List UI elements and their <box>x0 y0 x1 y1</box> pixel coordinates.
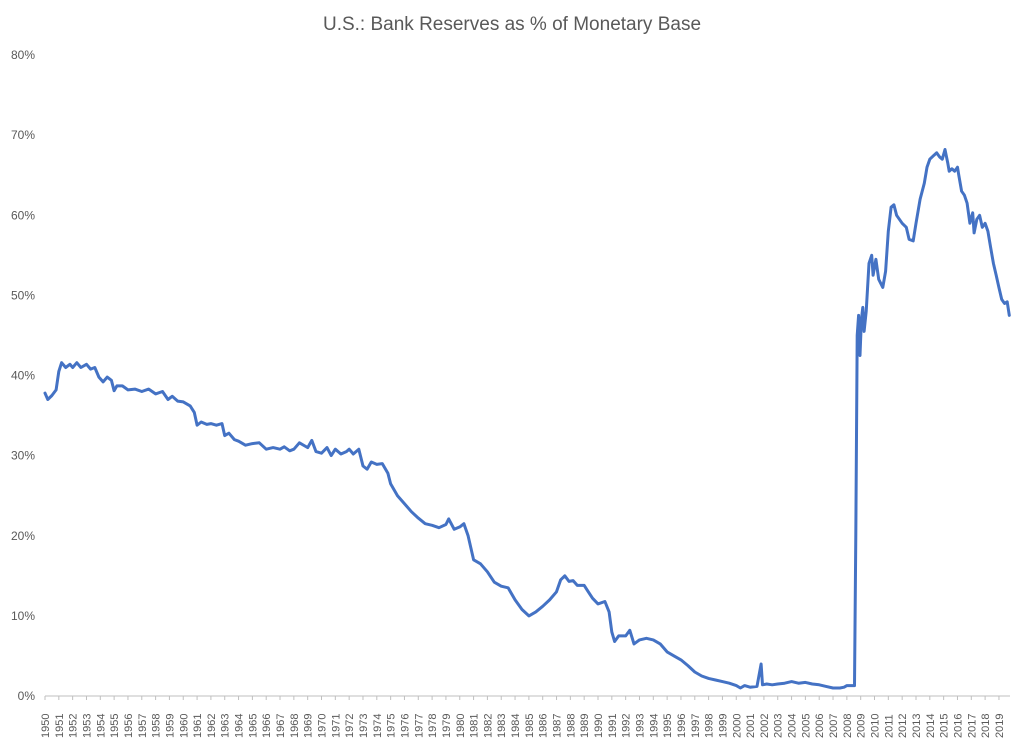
x-tick-label: 1956 <box>123 714 135 738</box>
x-tick-label: 2008 <box>842 714 854 738</box>
x-tick-label: 1961 <box>192 714 204 738</box>
x-tick-label: 1982 <box>482 714 494 738</box>
x-tick-label: 1959 <box>164 714 176 738</box>
x-tick-label: 2013 <box>911 714 923 738</box>
x-tick-label: 1995 <box>662 714 674 738</box>
x-tick-label: 1958 <box>151 714 163 738</box>
x-tick-label: 1989 <box>579 714 591 738</box>
y-tick-label: 30% <box>11 449 35 463</box>
x-tick-label: 1969 <box>303 714 315 738</box>
x-tick-label: 1985 <box>524 714 536 738</box>
x-tick-label: 1978 <box>427 714 439 738</box>
x-tick-label: 1983 <box>496 714 508 738</box>
x-tick-label: 1968 <box>289 714 301 738</box>
x-tick-label: 1957 <box>137 714 149 738</box>
x-tick-label: 2001 <box>745 714 757 738</box>
x-tick-label: 2005 <box>800 714 812 738</box>
x-tick-label: 1965 <box>247 714 259 738</box>
x-tick-label: 1975 <box>386 714 398 738</box>
y-tick-label: 0% <box>18 689 36 703</box>
x-tick-label: 1981 <box>469 714 481 738</box>
x-tick-label: 2006 <box>814 714 826 738</box>
x-tick-label: 2004 <box>787 714 799 738</box>
x-tick-label: 1972 <box>344 714 356 738</box>
x-tick-label: 1994 <box>648 714 660 738</box>
x-tick-label: 1974 <box>372 714 384 738</box>
x-tick-label: 1992 <box>621 714 633 738</box>
x-tick-label: 1971 <box>330 714 342 738</box>
y-tick-label: 60% <box>11 208 35 222</box>
x-tick-label: 1998 <box>704 714 716 738</box>
x-tick-label: 2011 <box>883 714 895 738</box>
x-tick-label: 1997 <box>690 714 702 738</box>
x-tick-label: 2015 <box>939 714 951 738</box>
x-tick-label: 2018 <box>980 714 992 738</box>
x-tick-label: 1954 <box>95 714 107 738</box>
x-tick-label: 1993 <box>634 714 646 738</box>
x-tick-label: 2019 <box>994 714 1006 738</box>
y-axis-ticks: 0% 10% 20% 30% 40% 50% 60% 70% 80% <box>11 48 35 703</box>
x-tick-label: 1984 <box>510 714 522 738</box>
y-tick-label: 80% <box>11 48 35 62</box>
x-tick-label: 2000 <box>731 714 743 738</box>
x-tick-label: 1991 <box>607 714 619 738</box>
x-tick-label: 2007 <box>828 714 840 738</box>
x-tick-label: 1962 <box>206 714 218 738</box>
chart-title: U.S.: Bank Reserves as % of Monetary Bas… <box>322 14 702 35</box>
x-tick-label: 2009 <box>856 714 868 738</box>
x-tick-label: 1999 <box>717 714 729 738</box>
x-tick-label: 2003 <box>773 714 785 738</box>
x-tick-label: 1951 <box>54 714 66 738</box>
x-tick-label: 2017 <box>966 714 978 738</box>
x-tick-label: 1960 <box>178 714 190 738</box>
x-tick-label: 1987 <box>552 714 564 738</box>
x-tick-label: 1964 <box>234 714 246 738</box>
x-tick-label: 1963 <box>220 714 232 738</box>
x-tick-label: 1966 <box>261 714 273 738</box>
x-tick-label: 1986 <box>538 714 550 738</box>
x-tick-label: 2012 <box>897 714 909 738</box>
x-tick-label: 1977 <box>413 714 425 738</box>
series-layer <box>43 148 1011 690</box>
x-tick-label: 1988 <box>565 714 577 738</box>
x-tick-label: 1980 <box>455 714 467 738</box>
y-tick-label: 10% <box>11 609 35 623</box>
y-tick-label: 40% <box>11 369 35 383</box>
x-axis: 1950 1951 1952 1953 1954 1955 1956 1957 1958 1959… <box>40 695 1010 738</box>
x-tick-label: 1970 <box>317 714 329 738</box>
x-tick-label: 1979 <box>441 714 453 738</box>
x-tick-label: 1952 <box>68 714 80 738</box>
y-tick-label: 70% <box>11 128 35 142</box>
y-tick-label: 50% <box>11 288 35 302</box>
x-tick-label: 1967 <box>275 714 287 738</box>
x-tick-label: 1973 <box>358 714 370 738</box>
y-tick-label: 20% <box>11 529 35 543</box>
x-tick-label: 1976 <box>399 714 411 738</box>
x-tick-label: 2016 <box>952 714 964 738</box>
series-line <box>43 148 1011 690</box>
x-tick-label: 1953 <box>81 714 93 738</box>
x-tick-label: 1955 <box>109 714 121 738</box>
x-tick-label: 1950 <box>40 714 52 738</box>
x-tick-label: 1996 <box>676 714 688 738</box>
x-tick-label: 1990 <box>593 714 605 738</box>
x-tick-label: 2002 <box>759 714 771 738</box>
x-tick-label: 2010 <box>870 714 882 738</box>
x-tick-label: 2014 <box>925 714 937 738</box>
